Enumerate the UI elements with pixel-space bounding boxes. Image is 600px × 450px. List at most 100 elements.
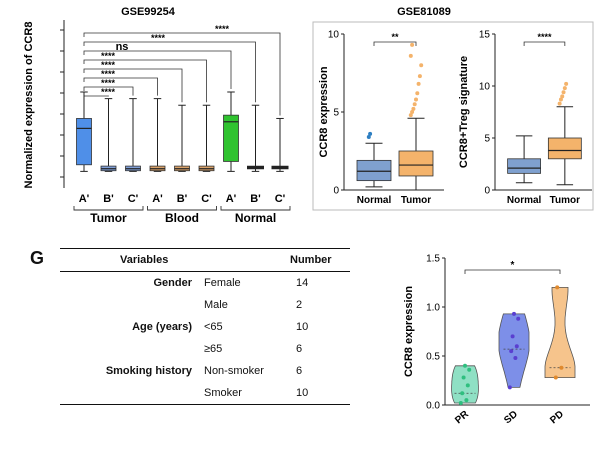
significance-label: **** (101, 78, 116, 88)
x-tick-label: A' (226, 193, 237, 205)
data-point (460, 391, 465, 396)
x-tick-label: PD (548, 409, 566, 426)
x-tick-label: A' (152, 193, 163, 205)
outlier-point (416, 81, 421, 86)
outlier-point (410, 110, 415, 114)
x-tick-label: C' (201, 193, 212, 205)
data-point (465, 383, 470, 388)
data-point (513, 355, 518, 360)
category-cell: Female (204, 277, 241, 289)
x-tick-label: C' (128, 193, 139, 205)
significance-label: **** (537, 32, 552, 42)
x-tick-label: A' (79, 193, 90, 205)
variable-cell (60, 338, 200, 360)
box (356, 159, 392, 182)
category-cell: <65 (204, 321, 223, 333)
data-point (555, 285, 560, 290)
comparison-bracket (83, 68, 183, 103)
outlier-point (417, 74, 422, 79)
y-axis-label: CCR8 expression (403, 286, 415, 377)
comparison-bracket (523, 41, 566, 46)
box (398, 150, 434, 177)
outlier-point (415, 91, 420, 96)
comparison-bracket (83, 77, 158, 96)
group-bracket (147, 206, 217, 211)
outlier-point (557, 101, 562, 106)
data-point (510, 334, 515, 339)
significance-label: **** (101, 69, 116, 79)
y-tick-label: 10 (328, 30, 340, 41)
significance-label: * (511, 260, 515, 271)
outlier-point (412, 102, 417, 107)
outlier-point (558, 97, 563, 102)
data-point (516, 316, 521, 321)
significance-label: **** (101, 87, 116, 97)
group-label: Normal (235, 211, 276, 225)
box (547, 137, 582, 160)
box (76, 118, 92, 166)
chart-gse99254: GSE99254 Normalized expression of CCR8 ***… (23, 6, 291, 225)
patient-characteristics-table: Variables Number Gender Female 14 Male 2… (60, 248, 350, 405)
data-point (509, 349, 514, 354)
data-point (559, 365, 564, 370)
comparison-bracket (464, 269, 561, 274)
outlier-point (561, 90, 566, 95)
category-cell: Non-smoker (204, 365, 264, 377)
data-point (553, 375, 558, 380)
table-row: ≥65 6 (60, 338, 350, 360)
header-number: Number (290, 248, 350, 272)
violin-shape (451, 365, 479, 404)
x-tick-label: SD (502, 409, 520, 426)
variable-cell: Smoking history (105, 365, 192, 377)
data-point (461, 375, 466, 380)
significance-label: ns (116, 41, 129, 53)
outlier-point (414, 97, 418, 102)
chart-ccr8-violin: CCR8 expression 0.0 0.5 1.0 1.5 PR SD PD * (403, 254, 590, 426)
y-tick-label: 1.0 (426, 303, 440, 314)
panel-label-g: G (30, 248, 45, 268)
group-bracket (220, 206, 291, 211)
outlier-point (419, 63, 424, 68)
chart-gse81089-ccr8: GSE81089 CCR8 expression 0 5 10 Normal Tumor ** (312, 6, 594, 211)
number-cell: 10 (290, 382, 350, 405)
x-tick-label: B' (177, 193, 188, 205)
data-point (467, 367, 472, 372)
comparison-bracket (83, 32, 281, 116)
x-tick-label: Tumor (550, 195, 580, 206)
chart-ccr8-treg-signature: CCR8+Treg signature 0 5 10 15 Normal Tumor **** (458, 30, 592, 206)
y-tick-label: 0 (484, 186, 490, 197)
outlier-point (562, 86, 567, 91)
category-cell: Smoker (200, 382, 290, 405)
variable-cell (60, 294, 200, 316)
data-point (458, 401, 463, 406)
outlier-point (366, 134, 371, 139)
y-axis-label: CCR8 expression (318, 66, 330, 157)
y-axis-label: CCR8+Treg signature (458, 56, 470, 168)
number-cell: 6 (296, 365, 303, 377)
category-cell: Male (204, 299, 228, 311)
outlier-point (410, 42, 415, 47)
y-tick-label: 1.5 (426, 254, 440, 265)
outlier-point (560, 94, 565, 99)
x-tick-label: Tumor (401, 195, 431, 206)
y-tick-label: 5 (333, 108, 339, 119)
comparison-bracket (83, 86, 134, 96)
group-bracket (73, 206, 144, 211)
group-label: Blood (165, 211, 199, 225)
y-tick-label: 15 (479, 30, 491, 41)
y-tick-label: 0.5 (426, 352, 440, 363)
y-tick-label: 0.0 (426, 401, 440, 412)
category-cell: ≥65 (204, 343, 223, 355)
significance-label: **** (101, 60, 116, 70)
x-tick-label: B' (250, 193, 261, 205)
table-row: Smoking history Non-smoker 6 (60, 360, 350, 382)
box (507, 158, 541, 174)
comparison-bracket (83, 50, 232, 89)
data-point (463, 363, 467, 368)
violin-shape (498, 313, 530, 388)
header-category (200, 248, 290, 272)
comparison-bracket (373, 41, 417, 46)
variable-cell: Age (years) (132, 321, 192, 333)
outlier-point (408, 113, 413, 118)
number-cell: 2 (296, 299, 303, 311)
